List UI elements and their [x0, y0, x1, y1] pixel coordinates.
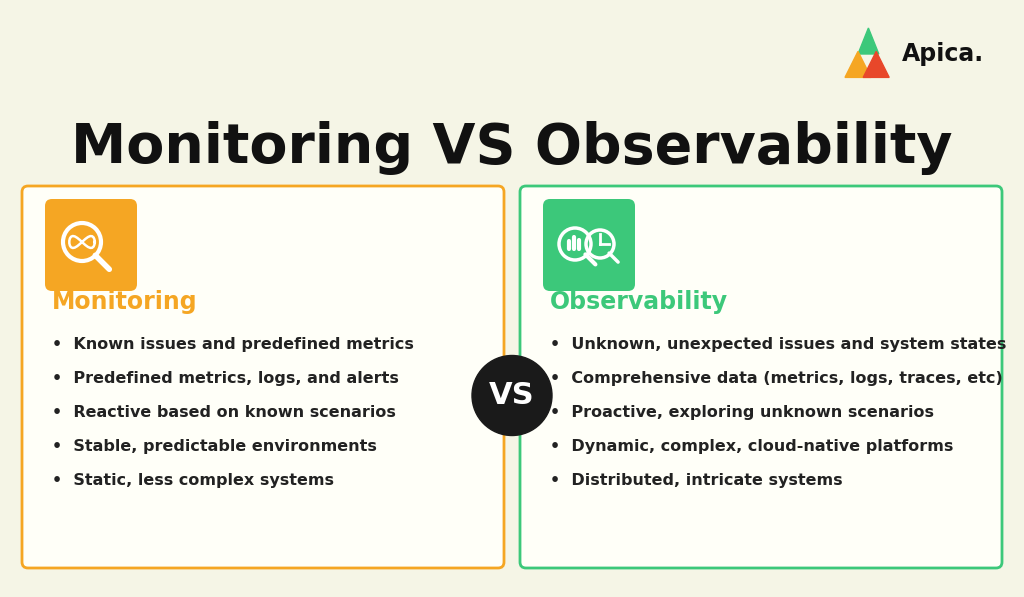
Text: •  Stable, predictable environments: • Stable, predictable environments: [52, 439, 377, 454]
Text: •  Predefined metrics, logs, and alerts: • Predefined metrics, logs, and alerts: [52, 371, 399, 386]
Circle shape: [472, 355, 552, 435]
Text: •  Proactive, exploring unknown scenarios: • Proactive, exploring unknown scenarios: [550, 405, 934, 420]
Text: Monitoring: Monitoring: [52, 290, 198, 314]
Text: Apica.: Apica.: [902, 42, 984, 66]
FancyBboxPatch shape: [45, 199, 137, 291]
Text: Observability: Observability: [550, 290, 728, 314]
FancyBboxPatch shape: [520, 186, 1002, 568]
Text: •  Dynamic, complex, cloud-native platforms: • Dynamic, complex, cloud-native platfor…: [550, 439, 953, 454]
Text: •  Distributed, intricate systems: • Distributed, intricate systems: [550, 473, 843, 488]
Text: •  Comprehensive data (metrics, logs, traces, etc): • Comprehensive data (metrics, logs, tra…: [550, 371, 1002, 386]
Text: •  Reactive based on known scenarios: • Reactive based on known scenarios: [52, 405, 396, 420]
Text: •  Known issues and predefined metrics: • Known issues and predefined metrics: [52, 337, 414, 352]
Text: VS: VS: [489, 381, 535, 410]
Polygon shape: [858, 28, 879, 54]
FancyBboxPatch shape: [543, 199, 635, 291]
FancyBboxPatch shape: [22, 186, 504, 568]
Polygon shape: [845, 51, 871, 78]
Text: •  Static, less complex systems: • Static, less complex systems: [52, 473, 334, 488]
Text: •  Unknown, unexpected issues and system states: • Unknown, unexpected issues and system …: [550, 337, 1007, 352]
Polygon shape: [863, 51, 889, 78]
Text: Monitoring VS Observability: Monitoring VS Observability: [72, 121, 952, 175]
